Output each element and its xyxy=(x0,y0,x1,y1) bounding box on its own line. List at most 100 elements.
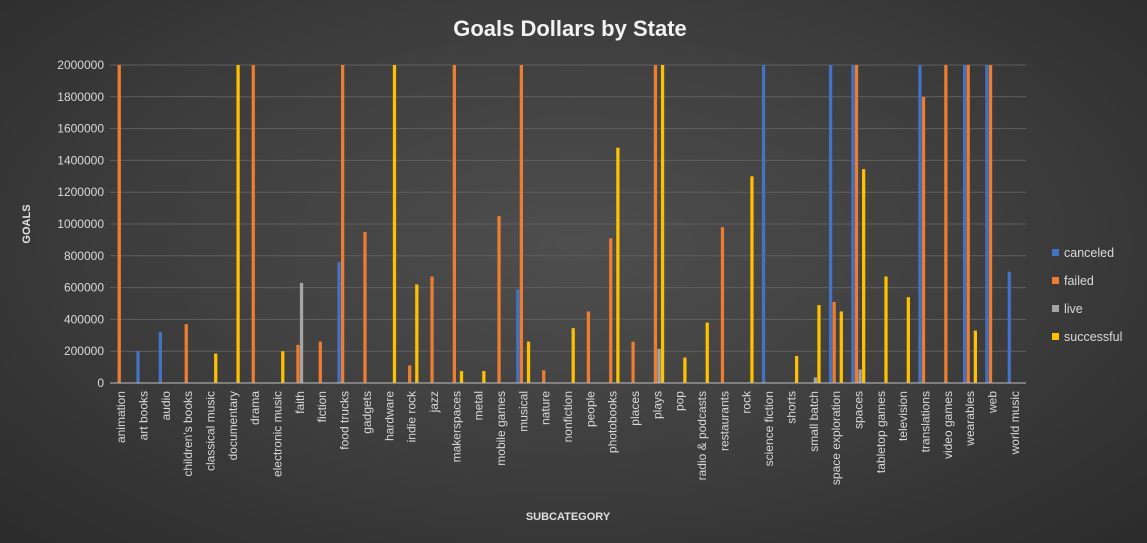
y-tick-label: 800000 xyxy=(64,249,104,263)
bar-canceled xyxy=(985,65,989,383)
bar-failed xyxy=(296,344,300,383)
x-tick-label: photobooks xyxy=(606,391,620,453)
y-tick-label: 1400000 xyxy=(57,153,104,167)
bar-canceled xyxy=(337,262,341,383)
x-tick-label: children's books xyxy=(181,391,195,477)
y-tick-label: 1800000 xyxy=(57,90,104,104)
x-tick-label: audio xyxy=(159,391,173,421)
bar-successful xyxy=(415,284,419,383)
x-tick-label: tabletop games xyxy=(874,391,888,473)
bar-canceled xyxy=(136,351,140,383)
bar-failed xyxy=(832,301,836,383)
x-tick-label: nature xyxy=(539,391,553,425)
bar-successful xyxy=(839,311,843,383)
bar-failed xyxy=(363,231,367,383)
x-tick-label: indie rock xyxy=(405,390,419,442)
bar-live xyxy=(858,369,862,383)
bar-failed xyxy=(854,65,859,383)
bar-failed xyxy=(497,216,501,383)
bar-canceled xyxy=(1007,271,1011,383)
x-tick-label: mobile games xyxy=(494,391,508,466)
bar-failed xyxy=(609,238,613,383)
x-tick-label: documentary xyxy=(226,391,240,460)
legend-label-successful: successful xyxy=(1064,330,1122,344)
bar-successful xyxy=(482,371,486,383)
x-tick-label: metal xyxy=(472,391,486,420)
bar-successful xyxy=(862,169,866,383)
x-tick-label: small batch xyxy=(807,391,821,452)
bar-successful xyxy=(526,341,531,383)
x-tick-label: animation xyxy=(114,391,128,443)
x-tick-label: jazz xyxy=(427,391,441,413)
x-tick-label: web xyxy=(985,391,999,414)
bar-failed xyxy=(542,370,546,383)
x-tick-label: musical xyxy=(516,391,530,432)
legend: canceled failed live successful xyxy=(1052,246,1122,344)
bar-failed xyxy=(966,65,970,383)
bar-successful xyxy=(973,330,977,383)
x-tick-label: hardware xyxy=(382,391,396,441)
bar-failed xyxy=(720,227,725,383)
x-tick-label: radio & podcasts xyxy=(695,391,709,480)
x-tick-label: rock xyxy=(740,390,754,414)
chart-title: Goals Dollars by State xyxy=(453,16,687,41)
bar-canceled xyxy=(158,332,162,383)
x-tick-label: spaces xyxy=(851,391,865,429)
bar-successful xyxy=(236,65,240,383)
bar-failed xyxy=(251,65,255,383)
bar-failed xyxy=(988,65,993,383)
y-tick-label: 600000 xyxy=(64,281,104,295)
legend-swatch-successful xyxy=(1052,333,1059,340)
bar-successful xyxy=(817,305,821,383)
bar-canceled xyxy=(963,65,967,383)
y-tick-label: 2000000 xyxy=(57,58,104,72)
bar-successful xyxy=(214,353,218,383)
x-tick-label: fiction xyxy=(315,391,329,422)
bar-failed xyxy=(430,276,434,383)
x-tick-labels: animation art books audio children's books c… xyxy=(114,390,1022,485)
y-tick-label: 1000000 xyxy=(57,217,104,231)
bar-successful xyxy=(705,322,709,383)
y-tick-label: 0 xyxy=(97,376,104,390)
bar-successful xyxy=(660,65,665,383)
bar-successful xyxy=(616,147,620,383)
x-tick-label: electronic music xyxy=(271,391,285,477)
bar-failed xyxy=(341,65,345,383)
bar-failed xyxy=(318,341,322,383)
bar-canceled xyxy=(516,289,520,383)
x-tick-label: pop xyxy=(673,391,687,411)
bar-failed xyxy=(631,341,635,383)
bar-canceled xyxy=(851,65,855,383)
bar-failed xyxy=(921,96,926,384)
bar-failed xyxy=(452,65,456,383)
bar-successful xyxy=(683,357,687,383)
x-tick-label: nonfiction xyxy=(561,391,575,442)
x-tick-label: drama xyxy=(248,391,262,425)
x-tick-label: people xyxy=(583,391,597,427)
bar-failed xyxy=(117,65,121,383)
bar-failed xyxy=(586,311,591,383)
x-tick-label: translations xyxy=(918,391,932,452)
x-tick-label: gadgets xyxy=(360,391,374,434)
legend-swatch-live xyxy=(1052,305,1059,312)
x-tick-label: video games xyxy=(941,391,955,459)
y-tick-label: 200000 xyxy=(64,344,104,358)
bar-successful xyxy=(281,351,285,383)
legend-label-failed: failed xyxy=(1064,274,1094,288)
bar-successful xyxy=(459,371,464,383)
bar-failed xyxy=(408,365,412,383)
legend-swatch-canceled xyxy=(1052,249,1059,256)
y-tick-label: 400000 xyxy=(64,312,104,326)
bars xyxy=(117,65,1011,384)
bar-successful xyxy=(750,176,754,383)
bar-canceled xyxy=(918,65,922,383)
x-tick-label: makerspaces xyxy=(449,391,463,462)
y-tick-label: 1200000 xyxy=(57,185,104,199)
x-tick-label: faith xyxy=(293,391,307,414)
bar-successful xyxy=(906,297,910,383)
legend-label-live: live xyxy=(1064,302,1083,316)
bar-failed xyxy=(184,324,188,383)
bar-live xyxy=(299,282,304,383)
y-tick-labels: 0 200000 400000 600000 800000 1000000 1200000 1… xyxy=(57,58,104,390)
